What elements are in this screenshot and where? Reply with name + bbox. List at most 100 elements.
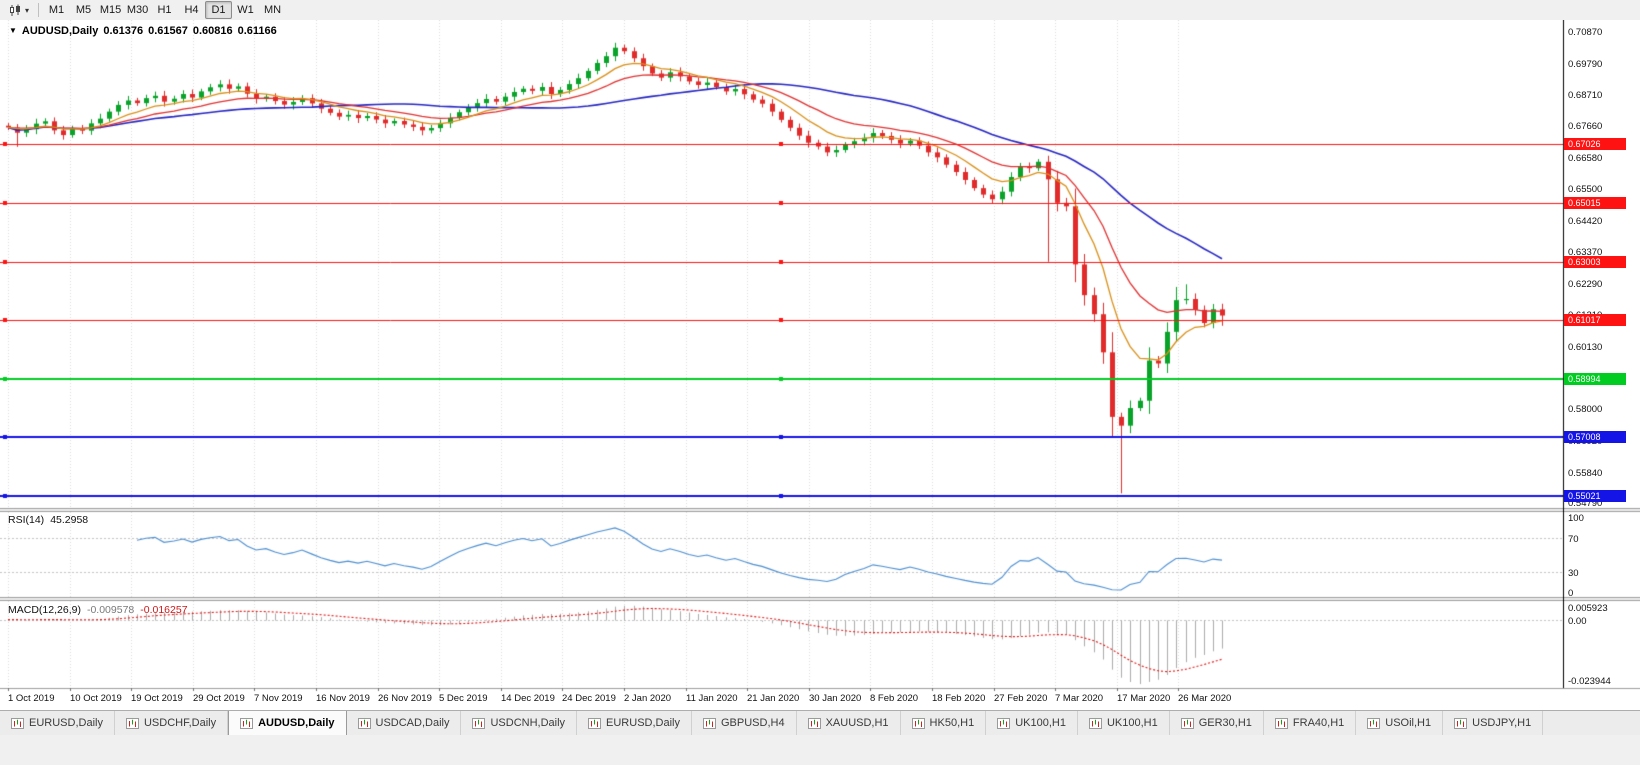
macd-axis-tick-zero: 0.00 (1568, 615, 1587, 627)
date-axis-label: 7 Nov 2019 (254, 693, 303, 704)
mini-chart-icon (125, 717, 139, 729)
mini-chart-icon (807, 717, 821, 729)
chart-tab-label: HK50,H1 (929, 717, 975, 729)
chart-tab-label: USDCHF,Daily (143, 717, 217, 729)
chart-tab-label: USDCAD,Daily (375, 717, 450, 729)
macd-signal-value: -0.016257 (140, 604, 188, 616)
price-level-badge-0.58994[interactable]: 0.58994 (1564, 373, 1626, 386)
rsi-indicator-label: RSI(14) 45.2958 (8, 514, 94, 526)
timeframe-button-mn[interactable]: MN (259, 1, 286, 19)
price-level-badge-0.57008[interactable]: 0.57008 (1564, 431, 1626, 444)
date-axis-label: 8 Feb 2020 (870, 693, 919, 704)
chart-tab-xauusd-h1[interactable]: XAUUSD,H1 (797, 711, 901, 735)
chart-tab-usdjpy-h1[interactable]: USDJPY,H1 (1443, 711, 1544, 735)
chart-tab-usdchf-daily[interactable]: USDCHF,Daily (115, 711, 229, 735)
chart-title: ▼ AUDUSD,Daily 0.61376 0.61567 0.60816 0.6116… (9, 25, 282, 37)
mini-chart-icon (703, 717, 716, 729)
price-level-badge-0.61017[interactable]: 0.61017 (1564, 313, 1626, 326)
date-axis-label: 18 Feb 2020 (932, 693, 986, 704)
chart-type-button[interactable]: ▾ (3, 1, 34, 19)
date-axis-label: 24 Dec 2019 (562, 693, 616, 704)
chart-tab-label: USDCNH,Daily (490, 717, 566, 729)
chart-tab-label: UK100,H1 (1015, 717, 1066, 729)
chart-tab-usdcnh-daily[interactable]: USDCNH,Daily (461, 711, 578, 735)
timeframe-button-m1[interactable]: M1 (43, 1, 70, 19)
mini-chart-icon (1454, 717, 1468, 729)
macd-name: MACD(12,26,9) (8, 604, 81, 616)
price-axis-tick: 0.68710 (1568, 90, 1603, 102)
rsi-axis-tick: 0 (1568, 588, 1574, 599)
macd-indicator-label: MACD(12,26,9) -0.009578 -0.016257 (8, 604, 194, 616)
chart-tab-label: FRA40,H1 (1292, 717, 1345, 729)
chart-symbol-label: AUDUSD,Daily (21, 25, 99, 37)
price-level-badge-0.63003[interactable]: 0.63003 (1564, 255, 1626, 268)
rsi-current-value: 45.2958 (50, 514, 89, 526)
chart-tab-ger30-h1[interactable]: GER30,H1 (1170, 711, 1264, 735)
chart-tab-gbpusd-h4[interactable]: GBPUSD,H4 (692, 711, 797, 735)
date-axis-label: 16 Nov 2019 (316, 693, 370, 704)
chart-tab-eurusd-daily[interactable]: EURUSD,Daily (577, 711, 692, 735)
price-axis-tick: 0.67660 (1568, 121, 1603, 133)
mini-chart-icon (1367, 717, 1381, 729)
price-level-badge-0.65015[interactable]: 0.65015 (1564, 196, 1626, 209)
date-axis-label: 7 Mar 2020 (1055, 693, 1104, 704)
macd-main-value: -0.009578 (86, 604, 135, 616)
chart-open-value: 0.61376 (103, 25, 144, 37)
date-axis-label: 5 Dec 2019 (439, 693, 488, 704)
chart-tab-eurusd-daily[interactable]: EURUSD,Daily (0, 711, 115, 735)
date-axis-label: 26 Nov 2019 (378, 693, 432, 704)
timeframe-button-m15[interactable]: M15 (97, 1, 124, 19)
timeframe-button-h4[interactable]: H4 (178, 1, 205, 19)
date-axis-label: 27 Feb 2020 (994, 693, 1048, 704)
chart-tab-label: AUDUSD,Daily (258, 717, 335, 729)
chart-tab-usdcad-daily[interactable]: USDCAD,Daily (347, 711, 462, 735)
toolbar-separator (38, 3, 40, 17)
mini-chart-icon (911, 717, 925, 729)
chart-area: ▼ AUDUSD,Daily 0.61376 0.61567 0.60816 0.6116… (0, 20, 1640, 710)
chart-tab-hk50-h1[interactable]: HK50,H1 (901, 711, 987, 735)
timeframe-button-d1[interactable]: D1 (205, 1, 233, 19)
date-axis-label: 11 Jan 2020 (686, 693, 738, 704)
chart-low-value: 0.60816 (192, 25, 233, 37)
timeframe-buttons-group: M1 M5 M15 M30 H1 H4 D1 W1 MN (43, 1, 286, 19)
chart-tab-uk100-h1[interactable]: UK100,H1 (1078, 711, 1170, 735)
mini-chart-icon (11, 717, 24, 729)
chart-tab-label: GBPUSD,H4 (721, 717, 785, 729)
timeframe-button-h1[interactable]: H1 (151, 1, 178, 19)
price-axis-tick: 0.60130 (1568, 341, 1603, 353)
rsi-axis-tick: 70 (1568, 533, 1579, 545)
price-level-badge-0.67026[interactable]: 0.67026 (1564, 137, 1626, 150)
rsi-axis-tick: 100 (1568, 513, 1584, 524)
chart-tabs-bar: EURUSD,Daily USDCHF,Daily AUDUSD,Daily USDC… (0, 710, 1640, 735)
mini-chart-icon (588, 717, 602, 729)
date-axis-label: 14 Dec 2019 (501, 693, 555, 704)
price-axis-tick: 0.64420 (1568, 216, 1603, 228)
chart-high-value: 0.61567 (148, 25, 188, 37)
date-axis-label: 21 Jan 2020 (747, 693, 800, 704)
date-axis-label: 30 Jan 2020 (809, 693, 862, 704)
mini-chart-icon (472, 717, 486, 729)
timeframe-toolbar: ▾ M1 M5 M15 M30 H1 H4 D1 W1 MN (0, 0, 1640, 21)
timeframe-button-m5[interactable]: M5 (70, 1, 97, 19)
chart-tab-label: GER30,H1 (1198, 717, 1252, 729)
timeframe-button-m30[interactable]: M30 (124, 1, 151, 19)
price-axis-tick: 0.58000 (1568, 404, 1603, 416)
chart-tab-label: USDJPY,H1 (1472, 717, 1532, 729)
chart-tab-label: UK100,H1 (1106, 717, 1158, 729)
price-chart-canvas[interactable] (0, 20, 1640, 710)
date-axis-label: 29 Oct 2019 (193, 693, 245, 704)
price-level-badge-0.55021[interactable]: 0.55021 (1564, 489, 1626, 502)
rsi-axis-tick: 30 (1568, 567, 1579, 579)
date-axis-label: 26 Mar 2020 (1178, 693, 1232, 704)
chart-tab-uk100-h1[interactable]: UK100,H1 (986, 711, 1078, 735)
mini-chart-icon (997, 717, 1011, 729)
chart-tab-fra40-h1[interactable]: FRA40,H1 (1264, 711, 1357, 735)
date-axis-label: 17 Mar 2020 (1117, 693, 1171, 704)
price-axis-tick: 0.54790 (1568, 498, 1603, 510)
price-axis-tick: 0.63370 (1568, 246, 1603, 258)
chart-tab-audusd-daily[interactable]: AUDUSD,Daily (228, 711, 347, 735)
timeframe-button-w1[interactable]: W1 (232, 1, 259, 19)
chart-tab-usoil-h1[interactable]: USOil,H1 (1356, 711, 1444, 735)
date-axis-label: 2 Jan 2020 (624, 693, 672, 704)
date-axis-label: 1 Oct 2019 (8, 693, 55, 704)
